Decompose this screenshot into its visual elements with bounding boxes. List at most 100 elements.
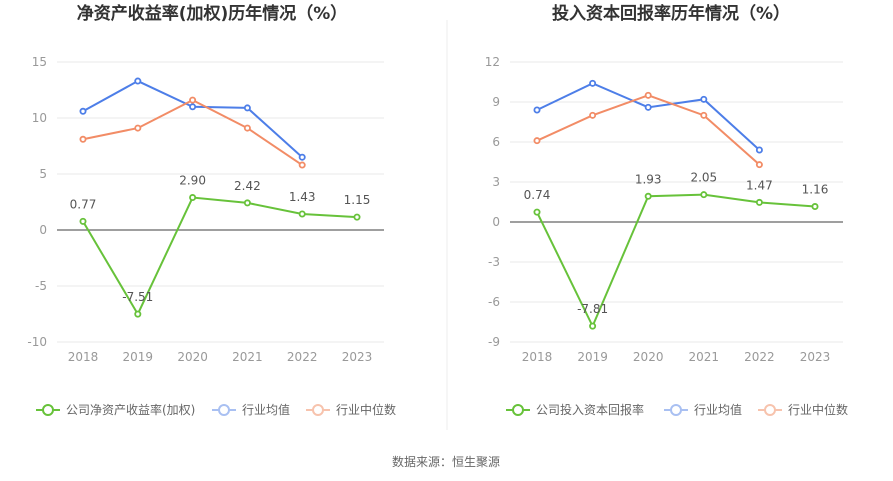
data-point[interactable] <box>755 161 763 169</box>
x-tick-label: 2018 <box>68 350 99 364</box>
data-label: 0.74 <box>524 188 551 202</box>
legend-marker-company <box>512 404 524 416</box>
y-tick-label: -5 <box>35 279 47 293</box>
data-point[interactable] <box>134 77 142 85</box>
y-tick-label: 3 <box>492 175 500 189</box>
y-tick-label: 9 <box>492 95 500 109</box>
roic-legend[interactable]: 公司投入资本回报率 行业均值 行业中位数 <box>506 402 848 417</box>
roic-series: 0.74 -7.81 1.93 2.05 1.47 1.16 <box>524 79 829 330</box>
data-point[interactable] <box>811 203 819 211</box>
roic-x-axis: 2018 2019 2020 2021 2022 2023 <box>522 350 831 364</box>
data-point[interactable] <box>79 217 87 225</box>
roic-grid <box>510 61 843 343</box>
data-point[interactable] <box>755 198 763 206</box>
x-tick-label: 2023 <box>800 350 831 364</box>
data-point[interactable] <box>243 199 251 207</box>
data-point[interactable] <box>189 103 197 111</box>
y-tick-label: 12 <box>485 55 500 69</box>
legend-item-industry-median[interactable]: 行业中位数 <box>306 402 396 417</box>
roe-grid <box>57 61 384 343</box>
data-point[interactable] <box>134 310 142 318</box>
legend-marker-mean <box>670 404 682 416</box>
data-point[interactable] <box>533 208 541 216</box>
data-point[interactable] <box>243 104 251 112</box>
roe-legend[interactable]: 公司净资产收益率(加权) 行业均值 行业中位数 <box>36 402 396 417</box>
data-label: 1.16 <box>802 183 829 197</box>
legend-marker-median <box>312 404 324 416</box>
legend-marker-median <box>764 404 776 416</box>
x-tick-label: 2022 <box>287 350 318 364</box>
y-tick-label: 6 <box>492 135 500 149</box>
data-label: -7.81 <box>577 302 608 316</box>
data-point[interactable] <box>298 153 306 161</box>
y-tick-label: 15 <box>32 55 47 69</box>
legend-item-industry-mean[interactable]: 行业均值 <box>212 402 290 417</box>
legend-item-industry-median[interactable]: 行业中位数 <box>758 402 848 417</box>
data-point[interactable] <box>134 124 142 132</box>
data-point[interactable] <box>79 107 87 115</box>
roe-chart-title: 净资产收益率(加权)历年情况（%） <box>77 3 348 24</box>
data-point[interactable] <box>189 96 197 104</box>
x-tick-label: 2019 <box>123 350 154 364</box>
x-tick-label: 2019 <box>577 350 608 364</box>
legend-label-company: 公司净资产收益率(加权) <box>66 402 195 417</box>
roe-x-axis: 2018 2019 2020 2021 2022 2023 <box>68 350 373 364</box>
data-label: 1.15 <box>344 193 371 207</box>
data-point[interactable] <box>644 192 652 200</box>
data-point[interactable] <box>243 124 251 132</box>
y-tick-label: -6 <box>488 295 500 309</box>
data-source: 数据来源：恒生聚源 <box>392 454 500 469</box>
data-point[interactable] <box>700 111 708 119</box>
x-tick-label: 2018 <box>522 350 553 364</box>
y-tick-label: 0 <box>39 223 47 237</box>
y-tick-label: -9 <box>488 335 500 349</box>
data-label: 1.43 <box>289 190 316 204</box>
x-tick-label: 2020 <box>633 350 664 364</box>
data-label: -7.51 <box>122 290 153 304</box>
x-tick-label: 2021 <box>689 350 720 364</box>
data-point[interactable] <box>589 79 597 87</box>
series-line <box>82 79 303 158</box>
data-label: 0.77 <box>70 197 97 211</box>
y-tick-label: -3 <box>488 255 500 269</box>
roe-y-axis: 15 10 5 0 -5 -10 <box>27 55 47 349</box>
data-label: 2.42 <box>234 179 261 193</box>
y-tick-label: -10 <box>27 335 47 349</box>
data-point[interactable] <box>644 103 652 111</box>
data-point[interactable] <box>79 135 87 143</box>
legend-label-mean: 行业均值 <box>694 402 742 417</box>
legend-item-company-roe[interactable]: 公司净资产收益率(加权) <box>36 402 195 417</box>
legend-label-company: 公司投入资本回报率 <box>536 402 644 417</box>
y-tick-label: 10 <box>32 111 47 125</box>
data-point[interactable] <box>298 210 306 218</box>
data-point[interactable] <box>533 137 541 145</box>
y-tick-label: 5 <box>39 167 47 181</box>
data-point[interactable] <box>298 161 306 169</box>
legend-marker-company <box>42 404 54 416</box>
roic-y-axis: 12 9 6 3 0 -3 -6 -9 <box>485 55 500 349</box>
data-label: 2.05 <box>690 171 717 185</box>
legend-item-industry-mean[interactable]: 行业均值 <box>664 402 742 417</box>
x-tick-label: 2021 <box>232 350 263 364</box>
data-point[interactable] <box>700 95 708 103</box>
x-tick-label: 2022 <box>744 350 775 364</box>
legend-item-company-roic[interactable]: 公司投入资本回报率 <box>506 402 644 417</box>
series-line <box>82 196 358 317</box>
data-point[interactable] <box>189 194 197 202</box>
roe-series: 0.77 -7.51 2.90 2.42 1.43 1.15 <box>70 77 371 318</box>
data-point[interactable] <box>589 322 597 330</box>
data-point[interactable] <box>589 111 597 119</box>
legend-label-mean: 行业均值 <box>242 402 290 417</box>
data-point[interactable] <box>700 191 708 199</box>
data-point[interactable] <box>755 146 763 154</box>
x-tick-label: 2023 <box>342 350 373 364</box>
data-point[interactable] <box>644 91 652 99</box>
legend-label-median: 行业中位数 <box>336 402 396 417</box>
data-point[interactable] <box>353 213 361 221</box>
data-point[interactable] <box>533 106 541 114</box>
x-tick-label: 2020 <box>177 350 208 364</box>
legend-marker-mean <box>218 404 230 416</box>
data-label: 1.47 <box>746 178 773 192</box>
